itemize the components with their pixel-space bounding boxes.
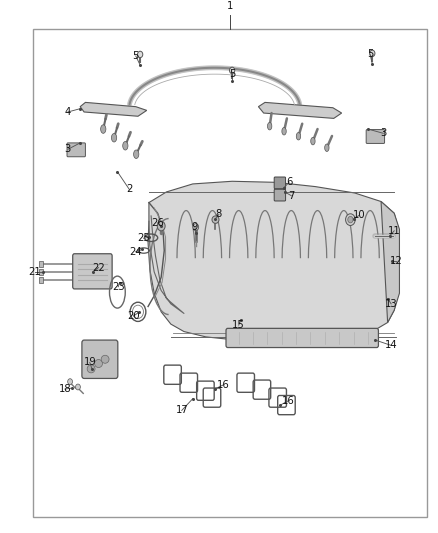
Polygon shape	[80, 102, 147, 116]
Bar	[39, 261, 43, 266]
Text: 12: 12	[390, 256, 403, 266]
Text: 10: 10	[353, 211, 365, 220]
FancyBboxPatch shape	[82, 340, 118, 378]
Ellipse shape	[111, 133, 117, 142]
Ellipse shape	[75, 384, 81, 390]
Text: 13: 13	[385, 299, 397, 309]
Polygon shape	[258, 102, 342, 118]
Text: 16: 16	[217, 380, 230, 390]
Text: 16: 16	[282, 396, 295, 406]
Text: 3: 3	[380, 128, 386, 138]
Text: 3: 3	[65, 144, 71, 154]
Text: 20: 20	[127, 311, 140, 321]
Ellipse shape	[370, 50, 375, 56]
Text: 5: 5	[133, 51, 139, 61]
Text: 22: 22	[92, 263, 105, 272]
Text: 26: 26	[151, 218, 164, 228]
FancyBboxPatch shape	[73, 254, 112, 289]
Bar	[39, 269, 43, 274]
Ellipse shape	[134, 150, 139, 158]
Ellipse shape	[346, 214, 355, 225]
Ellipse shape	[311, 138, 315, 145]
Ellipse shape	[212, 216, 219, 223]
FancyBboxPatch shape	[274, 189, 286, 201]
Text: 14: 14	[385, 341, 397, 350]
FancyBboxPatch shape	[226, 328, 378, 348]
Ellipse shape	[87, 365, 95, 373]
Ellipse shape	[101, 125, 106, 133]
Polygon shape	[148, 181, 399, 341]
Bar	[39, 277, 43, 282]
Text: 5: 5	[229, 69, 235, 79]
Ellipse shape	[138, 51, 143, 58]
Ellipse shape	[296, 133, 300, 140]
Text: 21: 21	[28, 267, 42, 277]
Text: 4: 4	[65, 107, 71, 117]
Text: 8: 8	[216, 209, 222, 219]
Text: 6: 6	[286, 177, 292, 187]
Text: 17: 17	[175, 406, 188, 415]
Ellipse shape	[348, 216, 353, 223]
FancyBboxPatch shape	[366, 130, 385, 143]
Ellipse shape	[282, 127, 286, 135]
Text: 25: 25	[137, 233, 150, 243]
FancyBboxPatch shape	[67, 143, 85, 157]
Ellipse shape	[325, 144, 329, 151]
Text: 23: 23	[112, 282, 124, 292]
Text: 5: 5	[367, 50, 373, 60]
Ellipse shape	[268, 123, 272, 130]
Ellipse shape	[123, 141, 128, 150]
Ellipse shape	[157, 221, 165, 231]
Text: 15: 15	[232, 320, 245, 330]
Ellipse shape	[101, 356, 109, 364]
Text: 9: 9	[192, 222, 198, 232]
Text: 19: 19	[83, 358, 96, 367]
FancyBboxPatch shape	[274, 177, 286, 189]
Text: 7: 7	[288, 191, 294, 200]
Ellipse shape	[193, 224, 199, 231]
Ellipse shape	[67, 379, 73, 385]
Text: 18: 18	[59, 384, 71, 394]
Text: 24: 24	[130, 247, 142, 256]
Text: 11: 11	[388, 226, 401, 236]
Ellipse shape	[95, 360, 102, 368]
Polygon shape	[381, 201, 399, 322]
Text: 2: 2	[126, 184, 132, 194]
Ellipse shape	[230, 67, 235, 74]
Text: 1: 1	[227, 2, 233, 12]
